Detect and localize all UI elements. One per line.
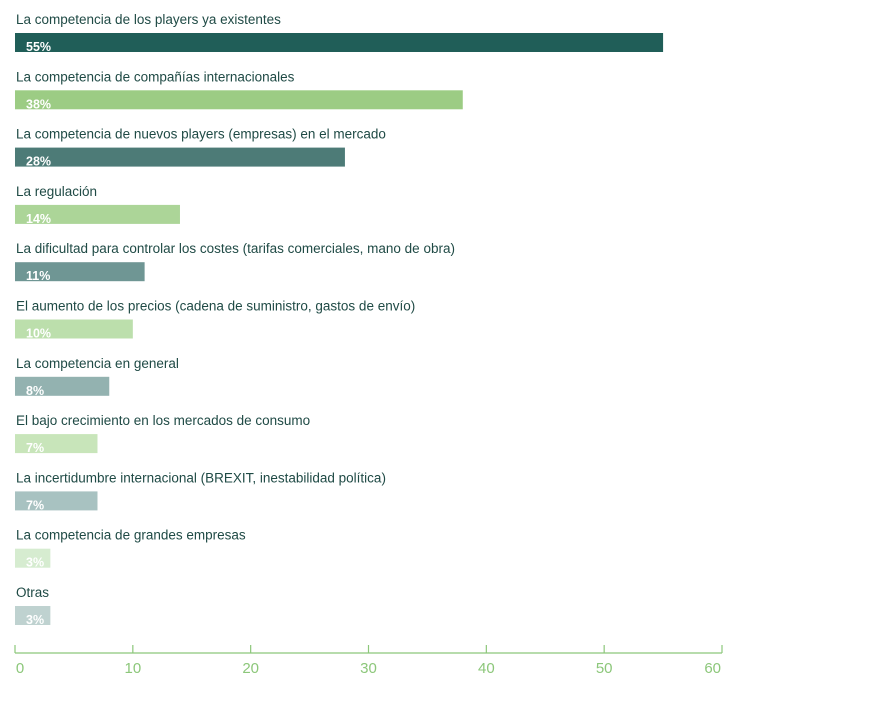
bar: [15, 606, 51, 625]
category-label: La competencia de grandes empresas: [16, 528, 246, 543]
x-tick-label: 10: [124, 660, 141, 677]
bar: [15, 90, 463, 110]
category-label: El bajo crecimiento en los mercados de c…: [16, 413, 310, 428]
x-tick-label: 0: [16, 660, 24, 677]
bar: [15, 204, 180, 224]
value-label: 28%: [26, 155, 51, 169]
bar: [15, 434, 98, 454]
value-label: 3%: [26, 556, 44, 570]
value-label: 55%: [26, 40, 51, 54]
category-label: El aumento de los precios (cadena de sum…: [16, 299, 415, 314]
value-label: 7%: [26, 498, 44, 512]
x-tick-label: 30: [360, 660, 377, 677]
value-label: 10%: [26, 327, 51, 341]
bar: [15, 491, 98, 511]
category-label: La competencia de compañías internaciona…: [16, 69, 295, 84]
value-label: 38%: [26, 97, 51, 111]
value-label: 3%: [26, 613, 44, 627]
category-label: La competencia en general: [16, 356, 179, 371]
x-tick-label: 40: [478, 660, 495, 677]
value-label: 7%: [26, 441, 44, 455]
x-tick-label: 50: [596, 660, 613, 677]
bar: [15, 376, 110, 396]
category-label: Otras: [16, 585, 49, 600]
category-label: La competencia de los players ya existen…: [16, 12, 281, 27]
category-label: La competencia de nuevos players (empres…: [16, 127, 386, 142]
value-label: 14%: [26, 212, 51, 226]
bar: [15, 33, 664, 52]
value-label: 11%: [26, 269, 50, 283]
category-label: La incertidumbre internacional (BREXIT, …: [16, 470, 386, 485]
bar: [15, 147, 345, 167]
x-tick-label: 60: [704, 660, 721, 677]
bar: [15, 548, 51, 568]
bar: [15, 319, 133, 339]
x-tick-label: 20: [242, 660, 259, 677]
category-label: La regulación: [16, 184, 97, 199]
category-label: La dificultad para controlar los costes …: [16, 241, 455, 256]
bar: [15, 262, 145, 282]
value-label: 8%: [26, 384, 44, 398]
